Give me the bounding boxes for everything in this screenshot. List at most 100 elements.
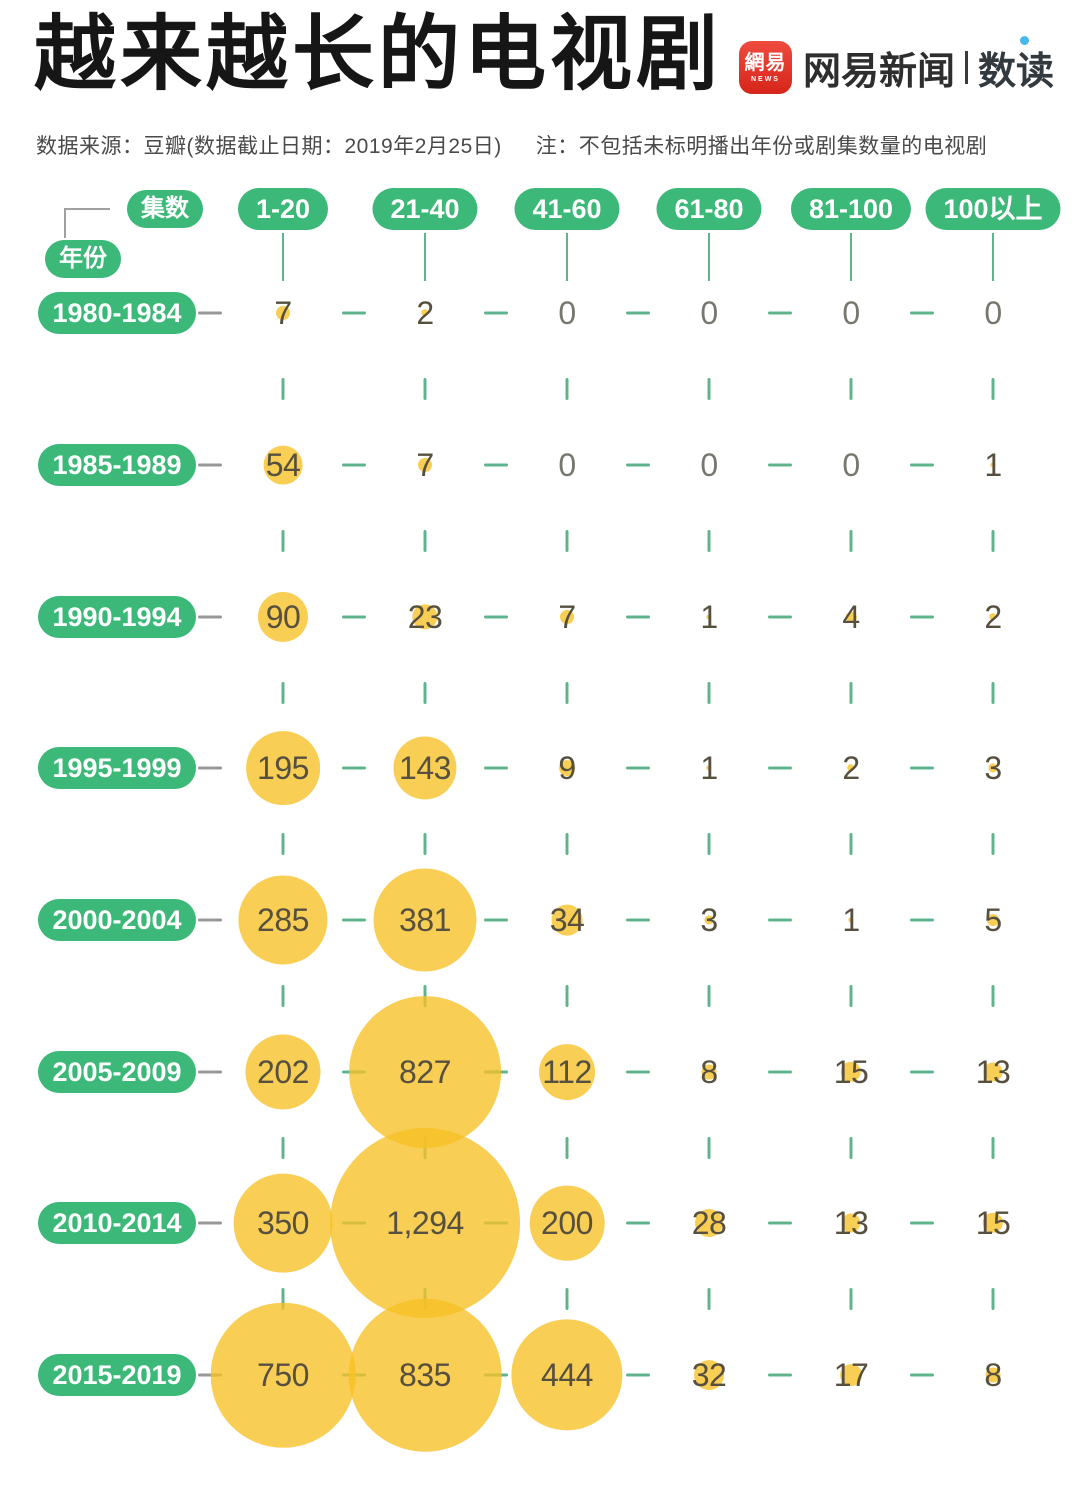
value-label: 0: [842, 447, 860, 483]
row-pill-connector-dash: [198, 1373, 222, 1377]
shudu-dot-accent: [1019, 36, 1029, 45]
cell-connector-dash: [484, 918, 508, 922]
cell-connector-dash: [910, 766, 934, 770]
value-bubble: [985, 1367, 1001, 1383]
row-gap-dash: [991, 1288, 995, 1310]
row-gap-dash: [991, 378, 995, 400]
row-gap-dash: [849, 1136, 853, 1159]
value-label: 143: [399, 750, 451, 786]
value-bubble: [412, 604, 438, 630]
value-label: 444: [541, 1357, 593, 1393]
value-bubble: [987, 914, 999, 926]
value-bubble: [840, 1061, 862, 1083]
value-label: 1: [700, 599, 718, 635]
row-gap-dash: [281, 1136, 285, 1159]
row-header-pill: 1980-1984: [38, 292, 196, 334]
value-label: 7: [558, 599, 576, 635]
row-pill-connector-dash: [198, 463, 222, 467]
cell-connector-dash: [626, 1373, 650, 1377]
value-bubble: [560, 610, 574, 624]
row-gap-dash: [281, 985, 285, 1007]
cell-connector-dash: [768, 1221, 792, 1225]
row-pill-connector-dash: [198, 1070, 222, 1074]
cell-connector-dash: [768, 918, 792, 922]
value-label: 15: [833, 1054, 869, 1090]
cell-connector-dash: [626, 766, 650, 770]
value-label: 4: [842, 599, 860, 635]
value-bubble: [421, 309, 429, 317]
row-gap-dash: [991, 985, 995, 1007]
row-gap-dash: [565, 378, 569, 400]
value-label: 0: [842, 295, 860, 331]
row-pill-connector-dash: [198, 615, 222, 619]
row-gap-dash: [991, 530, 995, 552]
cell-connector-dash: [626, 615, 650, 619]
value-bubble: [706, 614, 712, 620]
cell-connector-dash: [626, 463, 650, 467]
value-label: 1: [700, 750, 718, 786]
row-header-pill: 1985-1989: [38, 444, 196, 486]
value-label: 750: [257, 1357, 309, 1393]
cell-connector-dash: [910, 311, 934, 315]
row-gap-dash: [281, 378, 285, 400]
value-bubble: [349, 996, 501, 1148]
value-bubble: [511, 1319, 623, 1431]
cell-connector-dash: [342, 615, 366, 619]
cell-connector-dash: [484, 311, 508, 315]
value-label: 2: [842, 750, 860, 786]
value-bubble: [551, 904, 583, 936]
exclusion-note-text: 注：不包括未标明播出年份或剧集数量的电视剧: [535, 135, 988, 158]
value-bubble: [210, 1302, 356, 1448]
cell-connector-dash: [484, 766, 508, 770]
row-gap-dash: [423, 833, 427, 855]
row-gap-dash: [849, 681, 853, 704]
row-header-pill: 1990-1994: [38, 596, 196, 638]
row-gap-dash: [849, 833, 853, 855]
value-bubble: [982, 1212, 1004, 1234]
value-label: 195: [257, 750, 309, 786]
value-bubble: [695, 1209, 723, 1237]
cell-connector-dash: [626, 1070, 650, 1074]
logo-divider: [964, 51, 968, 84]
value-label: 7: [274, 295, 292, 331]
value-label: 827: [399, 1054, 451, 1090]
data-source-text: 数据来源：豆瓣(数据截止日期：2019年2月25日): [36, 135, 502, 158]
value-bubble: [257, 591, 309, 643]
column-header-pill: 61-80: [656, 188, 762, 230]
value-bubble: [848, 917, 854, 923]
row-header-pill: 2015-2019: [38, 1354, 196, 1396]
value-bubble: [559, 760, 575, 776]
cell-connector-dash: [342, 463, 366, 467]
cell-connector-dash: [768, 1070, 792, 1074]
row-gap-dash: [423, 378, 427, 400]
value-bubble: [694, 1360, 724, 1390]
cell-connector-dash: [910, 615, 934, 619]
value-label: 3: [984, 750, 1002, 786]
row-gap-dash: [849, 378, 853, 400]
cell-connector-dash: [626, 1221, 650, 1225]
row-gap-dash: [991, 1136, 995, 1159]
value-label: 1: [984, 447, 1002, 483]
value-label: 0: [700, 295, 718, 331]
value-bubble: [990, 462, 996, 468]
value-bubble: [840, 1364, 862, 1386]
value-label: 2: [416, 295, 434, 331]
cell-connector-dash: [342, 766, 366, 770]
value-label: 9: [558, 750, 576, 786]
value-bubble: [418, 458, 432, 472]
row-gap-dash: [281, 681, 285, 704]
value-label: 5: [984, 902, 1002, 938]
row-gap-dash: [991, 681, 995, 704]
value-bubble: [988, 763, 998, 773]
cell-connector-dash: [768, 1373, 792, 1377]
cell-connector-dash: [768, 766, 792, 770]
column-header-pill: 21-40: [372, 188, 478, 230]
page-title: 越来越长的电视剧: [34, 9, 723, 100]
value-bubble: [847, 764, 855, 772]
row-gap-dash: [281, 833, 285, 855]
cell-connector-dash: [626, 311, 650, 315]
axis-bracket-vertical: [64, 208, 66, 238]
row-gap-dash: [707, 833, 711, 855]
value-bubble: [373, 868, 477, 972]
